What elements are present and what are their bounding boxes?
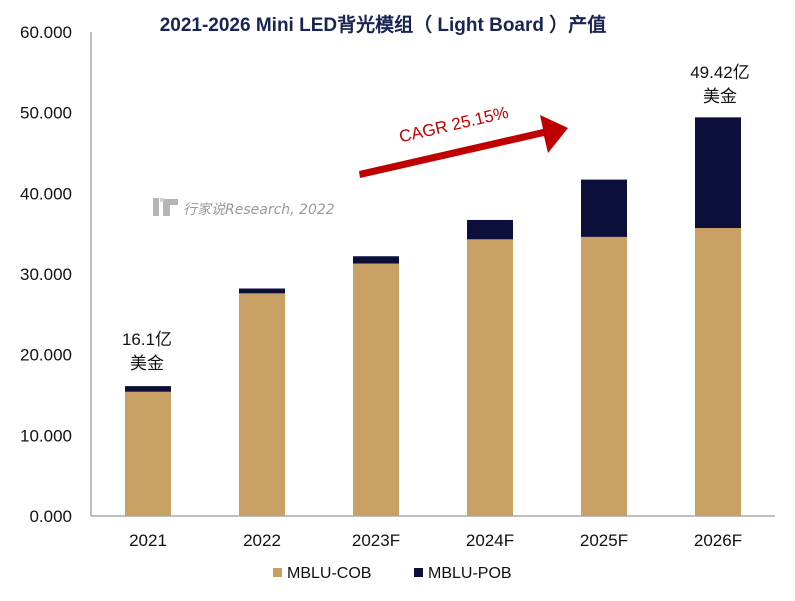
bar-pob-2025f <box>581 179 627 237</box>
y-tick-label: 40.000 <box>20 184 72 203</box>
bar-cob-2023f <box>353 263 399 516</box>
cagr-arrow-shape <box>359 115 568 178</box>
x-tick-label: 2026F <box>694 531 742 550</box>
bar-cob-2021 <box>125 391 171 516</box>
x-tick-label: 2022 <box>243 531 281 550</box>
y-tick-label: 20.000 <box>20 346 72 365</box>
bar-cob-2026f <box>695 228 741 516</box>
x-tick-label: 2021 <box>129 531 167 550</box>
x-tick-label: 2025F <box>580 531 628 550</box>
x-tick-label: 2023F <box>352 531 400 550</box>
bars <box>125 117 741 517</box>
bar-cob-2025f <box>581 236 627 517</box>
x-axis: 2021 2022 2023F 2024F 2025F 2026F <box>129 531 742 550</box>
chart-title: 2021-2026 Mini LED背光模组（ Light Board ）产值 <box>160 13 607 36</box>
y-tick-label: 30.000 <box>20 265 72 284</box>
legend-swatch-cob <box>273 568 282 577</box>
cagr-arrow: CAGR 25.15% <box>359 103 568 178</box>
annotation-2026-value: 49.42亿 <box>690 63 750 82</box>
annotation-2021-unit: 美金 <box>130 354 164 373</box>
bar-cob-2022 <box>239 293 285 516</box>
bar-cob-2024f <box>467 239 513 516</box>
legend-swatch-pob <box>414 568 423 577</box>
watermark-text: 行家说Research, 2022 <box>183 202 335 218</box>
legend-label-cob: MBLU-COB <box>287 565 371 582</box>
bar-pob-2024f <box>467 219 513 240</box>
y-tick-label: 60.000 <box>20 23 72 42</box>
xingjiashuo-logo-icon <box>153 198 178 216</box>
y-axis: 0.000 10.000 20.000 30.000 40.000 50.000 60.00… <box>20 23 72 526</box>
annotation-2021-value: 16.1亿 <box>122 330 172 349</box>
cagr-label: CAGR 25.15% <box>397 103 510 147</box>
y-tick-label: 50.000 <box>20 104 72 123</box>
bar-pob-2022 <box>239 288 285 294</box>
bar-pob-2023f <box>353 256 399 264</box>
legend: MBLU-COB MBLU-POB <box>273 565 512 582</box>
annotation-2026-unit: 美金 <box>703 87 737 106</box>
bar-pob-2021 <box>125 386 171 392</box>
legend-label-pob: MBLU-POB <box>428 565 512 582</box>
bar-pob-2026f <box>695 117 741 229</box>
y-tick-label: 0.000 <box>29 507 72 526</box>
x-tick-label: 2024F <box>466 531 514 550</box>
watermark: 行家说Research, 2022 <box>153 198 335 218</box>
y-tick-label: 10.000 <box>20 426 72 445</box>
